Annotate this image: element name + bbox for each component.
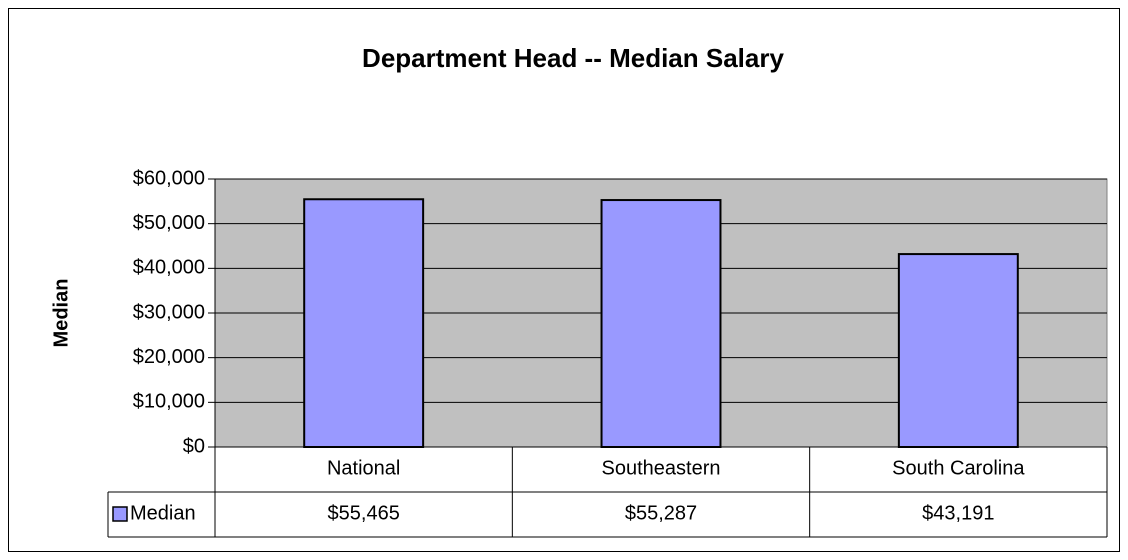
y-tick-label: $20,000 (133, 346, 205, 368)
x-tick-label: South Carolina (892, 457, 1025, 479)
y-tick-label: $50,000 (133, 212, 205, 234)
y-tick-label: $0 (183, 435, 205, 457)
x-tick-label: National (327, 457, 400, 479)
y-tick-label: $60,000 (133, 167, 205, 189)
bar (303, 198, 425, 448)
legend-label: Median (130, 502, 196, 524)
data-table-value: $43,191 (922, 502, 994, 524)
bar (897, 253, 1019, 448)
legend-swatch (112, 506, 128, 522)
data-table-value: $55,465 (328, 502, 400, 524)
y-tick-label: $10,000 (133, 391, 205, 413)
chart-title: Department Head -- Median Salary (362, 43, 784, 73)
bar (600, 199, 722, 448)
data-table-value: $55,287 (625, 502, 697, 524)
y-tick-label: $40,000 (133, 257, 205, 279)
y-tick-label: $30,000 (133, 301, 205, 323)
y-axis-title: Median (50, 279, 72, 348)
x-tick-label: Southeastern (602, 457, 721, 479)
